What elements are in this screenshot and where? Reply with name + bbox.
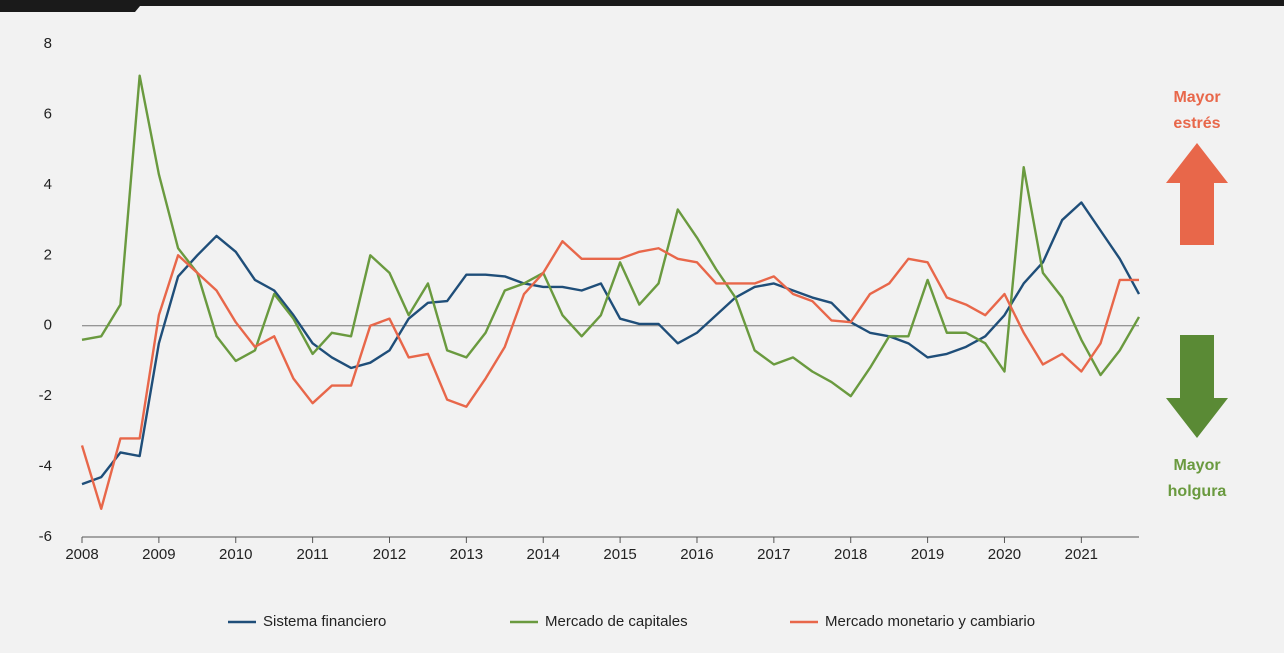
- annotation: holgura: [1168, 483, 1227, 500]
- y-tick-label: 2: [44, 246, 52, 263]
- up-arrow: [1166, 143, 1228, 245]
- x-tick-label: 2021: [1065, 546, 1098, 563]
- annotation: estrés: [1173, 115, 1220, 132]
- legend-label: Mercado de capitales: [545, 613, 688, 630]
- x-tick-label: 2019: [911, 546, 944, 563]
- top-bar: [0, 0, 1284, 12]
- x-tick-label: 2013: [450, 546, 483, 563]
- y-tick-label: 6: [44, 105, 52, 122]
- annotation: Mayor: [1173, 89, 1220, 106]
- x-tick-label: 2016: [680, 546, 713, 563]
- legend-label: Sistema financiero: [263, 613, 386, 630]
- y-tick-label: -2: [39, 387, 52, 404]
- series-line: [81, 201, 1141, 486]
- y-tick-label: -4: [39, 458, 52, 475]
- x-tick-label: 2009: [142, 546, 175, 563]
- series-line: [80, 240, 1139, 511]
- y-tick-label: 8: [44, 35, 52, 52]
- x-tick-label: 2015: [603, 546, 636, 563]
- y-tick-label: -6: [39, 528, 52, 545]
- series-line: [81, 74, 1141, 398]
- x-tick-label: 2014: [527, 546, 560, 563]
- x-tick-label: 2017: [757, 546, 790, 563]
- x-tick-label: 2008: [65, 546, 98, 563]
- legend-label: Mercado monetario y cambiario: [825, 613, 1035, 630]
- x-tick-label: 2020: [988, 546, 1021, 563]
- y-tick-label: 4: [44, 176, 52, 193]
- x-tick-label: 2011: [296, 546, 328, 563]
- x-tick-label: 2012: [373, 546, 406, 563]
- down-arrow: [1166, 335, 1228, 438]
- x-tick-label: 2018: [834, 546, 867, 563]
- y-tick-label: 0: [44, 317, 52, 334]
- x-tick-label: 2010: [219, 546, 252, 563]
- annotation: Mayor: [1173, 457, 1220, 474]
